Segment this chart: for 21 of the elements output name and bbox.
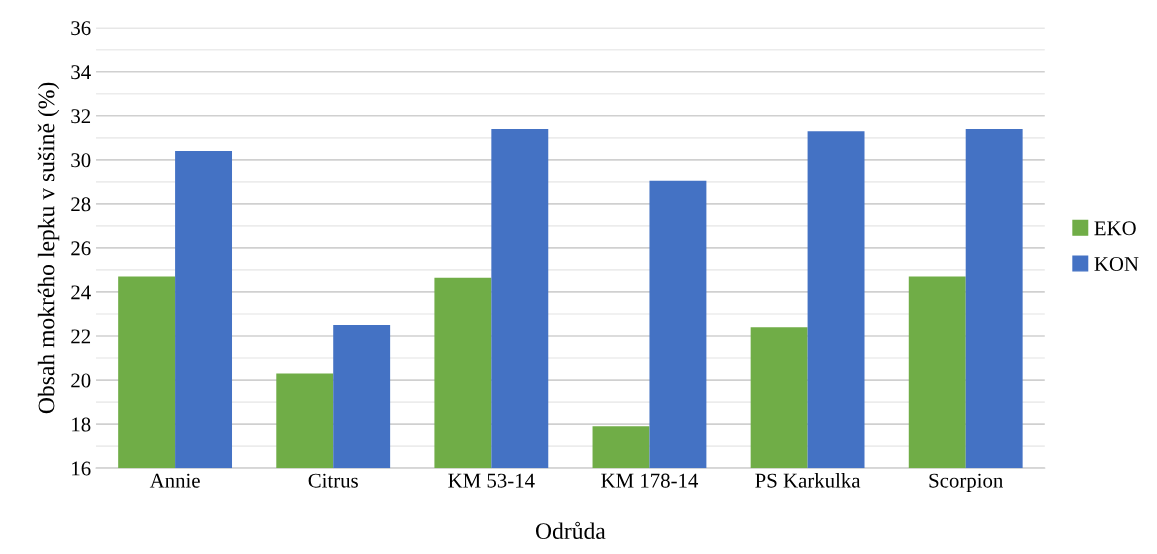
x-tick-label: KM 53-14 (448, 473, 535, 488)
x-tick-label: Scorpion (929, 473, 1004, 492)
y-tick-label: 32 (71, 109, 91, 124)
y-axis-title: Obsah mokrého lepku v sušině (%) (37, 82, 60, 414)
legend-label: EKO (1094, 221, 1136, 236)
legend-label: KON (1094, 257, 1139, 272)
y-tick-label: 28 (71, 197, 91, 212)
y-tick-label: 22 (71, 329, 91, 344)
y-tick-label: 24 (71, 285, 91, 300)
x-tick-label: KM 178-14 (601, 473, 699, 488)
y-tick-label: 18 (72, 417, 91, 432)
x-axis-title: Odrůda (535, 521, 606, 540)
y-tick-label: 30 (71, 153, 91, 168)
y-tick-label: 20 (71, 373, 91, 388)
y-tick-label: 34 (71, 65, 91, 80)
x-tick-label: Citrus (308, 473, 358, 488)
y-tick-label: 16 (72, 461, 91, 476)
x-tick-label: PS Karkulka (755, 472, 861, 488)
y-tick-label: 26 (71, 241, 91, 256)
x-tick-label: Annie (149, 473, 200, 488)
y-tick-label: 36 (71, 21, 91, 36)
